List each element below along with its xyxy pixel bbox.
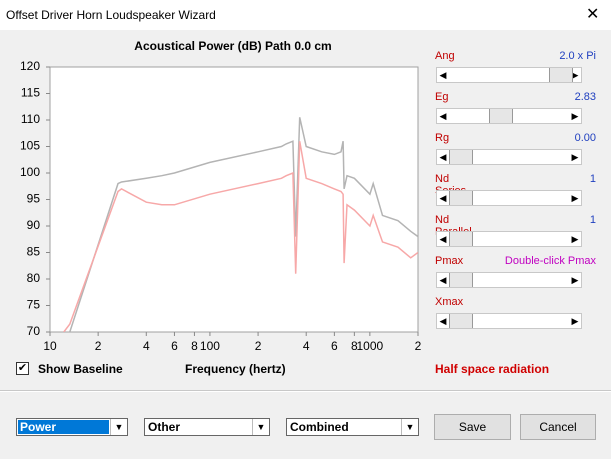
dropdown-button[interactable]: ▼: [252, 419, 269, 435]
slider-value: 2.0 x Pi: [559, 50, 596, 62]
dropdown[interactable]: Power ▼: [16, 418, 128, 436]
y-tick-label: 75: [27, 298, 41, 312]
slider-arrow[interactable]: ◀: [439, 193, 447, 203]
separator: [0, 390, 611, 392]
slider[interactable]: ◀ ▶: [436, 67, 582, 83]
button[interactable]: Save: [434, 414, 511, 440]
y-tick-label: 90: [27, 218, 41, 232]
x-tick-label: 6: [331, 339, 338, 353]
slider-arrow[interactable]: ▶: [571, 111, 579, 121]
slider[interactable]: ◀ ▶: [436, 231, 582, 247]
x-tick-label: 6: [171, 339, 178, 353]
slider-arrow[interactable]: ◀: [439, 234, 447, 244]
x-tick-label: 4: [143, 339, 150, 353]
slider-label: Rg: [435, 132, 450, 144]
y-tick-label: 120: [20, 59, 40, 73]
slider-arrow[interactable]: ◀: [439, 316, 447, 326]
y-tick-label: 95: [27, 192, 41, 206]
slider-value: Double-click Pmax: [504, 255, 596, 267]
slider-arrow[interactable]: ▶: [571, 234, 579, 244]
y-tick-label: 85: [27, 245, 41, 259]
slider-arrow[interactable]: ◀: [439, 70, 447, 80]
note: Half space radiation: [435, 362, 550, 376]
x-tick-label: 8: [351, 339, 358, 353]
x-tick-label: 1000: [357, 339, 384, 353]
x-tick-label: 8: [191, 339, 198, 353]
slider[interactable]: ◀ ▶: [436, 190, 582, 206]
dropdown-text: Power: [18, 420, 109, 434]
x-tick-label: 2: [95, 339, 102, 353]
x-tick-label: 100: [200, 339, 220, 353]
slider-label: Eg: [435, 91, 449, 103]
slider-thumb[interactable]: [449, 150, 473, 164]
slider-thumb[interactable]: [449, 191, 473, 205]
x-tick-label: 4: [303, 339, 310, 353]
slider-label: Pmax: [435, 255, 464, 267]
dropdown[interactable]: Other ▼: [144, 418, 270, 436]
y-tick-label: 100: [20, 165, 40, 179]
slider-thumb[interactable]: [489, 109, 513, 123]
slider-arrow[interactable]: ▶: [571, 152, 579, 162]
series-line: [69, 117, 418, 332]
slider-thumb[interactable]: [449, 232, 473, 246]
slider-value: 2.83: [574, 91, 596, 103]
slider-label: Xmax: [435, 296, 464, 308]
slider-label: Ang: [435, 50, 455, 62]
x-tick-label: 2: [415, 339, 422, 353]
slider-value: 1: [589, 173, 596, 185]
slider[interactable]: ◀ ▶: [436, 108, 582, 124]
x-tick-label: 10: [43, 339, 57, 353]
y-tick-label: 70: [27, 324, 41, 338]
dropdown-text: Other: [148, 420, 181, 434]
slider-arrow[interactable]: ◀: [439, 111, 447, 121]
slider-arrow[interactable]: ◀: [439, 275, 447, 285]
slider-arrow[interactable]: ▶: [571, 193, 579, 203]
slider-arrow[interactable]: ◀: [439, 152, 447, 162]
dropdown-button[interactable]: ▼: [401, 419, 418, 435]
y-tick-label: 80: [27, 271, 41, 285]
y-tick-label: 110: [21, 112, 40, 126]
dropdown-button[interactable]: ▼: [110, 419, 127, 435]
window-title: Offset Driver Horn Loudspeaker Wizard: [6, 8, 216, 22]
chart: Acoustical Power (dB) Path 0.0 cm 70 75 80…: [20, 39, 422, 353]
x-tick-label: 2: [255, 339, 262, 353]
dropdown-text: Combined: [290, 420, 349, 434]
checkbox-label[interactable]: Show Baseline: [38, 362, 123, 376]
title-bar: [0, 0, 611, 30]
slider-arrow[interactable]: ▶: [571, 275, 579, 285]
slider-arrow[interactable]: ▶: [571, 70, 579, 80]
slider[interactable]: ◀ ▶: [436, 272, 582, 288]
slider-thumb[interactable]: [549, 68, 573, 82]
plot-area: [49, 66, 419, 333]
x-axis-label: Frequency (hertz): [185, 362, 286, 376]
y-tick-label: 105: [20, 139, 40, 153]
button[interactable]: Cancel: [520, 414, 596, 440]
slider[interactable]: ◀ ▶: [436, 149, 582, 165]
slider[interactable]: ◀ ▶: [436, 313, 582, 329]
slider-arrow[interactable]: ▶: [571, 316, 579, 326]
checkbox[interactable]: ✔: [16, 362, 29, 375]
slider-value: 0.00: [574, 132, 596, 144]
slider-thumb[interactable]: [449, 314, 473, 328]
dropdown[interactable]: Combined ▼: [286, 418, 419, 436]
close-button[interactable]: ✕: [586, 6, 600, 23]
slider-value: 1: [589, 214, 596, 226]
slider-thumb[interactable]: [449, 273, 473, 287]
series-line: [63, 141, 418, 332]
y-tick-label: 115: [21, 86, 40, 100]
chart-title: Acoustical Power (dB) Path 0.0 cm: [134, 39, 331, 53]
